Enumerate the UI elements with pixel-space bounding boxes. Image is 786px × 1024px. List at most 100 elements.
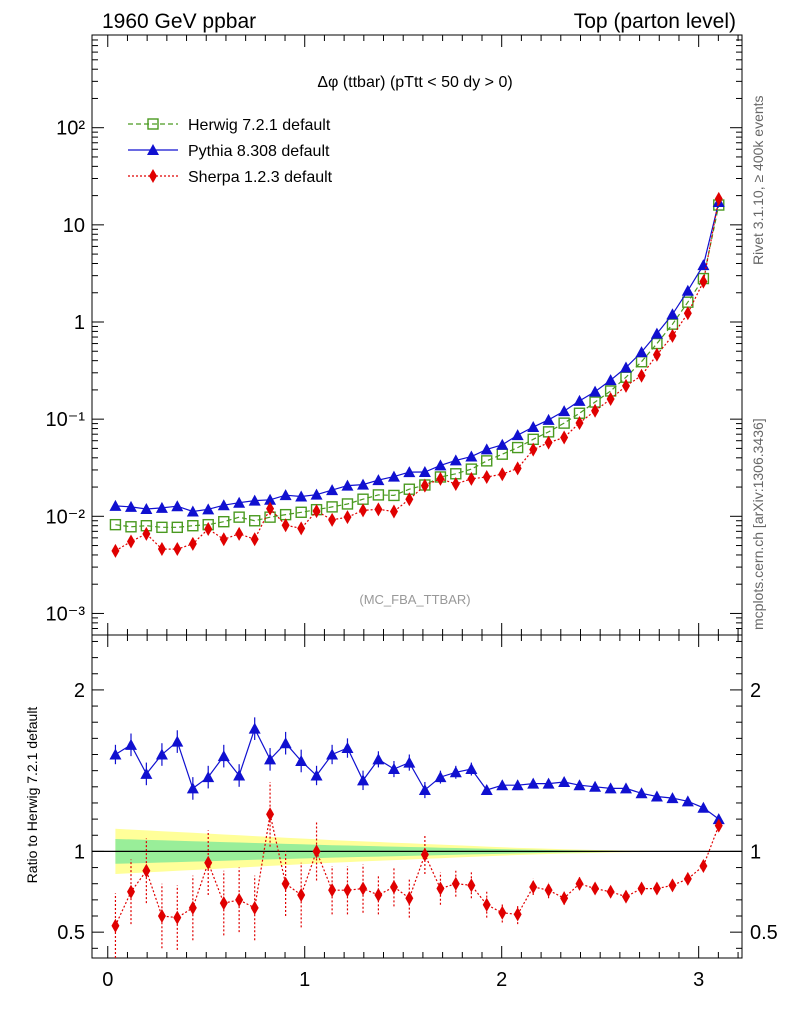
- ratio-data-point: [173, 910, 182, 925]
- data-point: [650, 327, 663, 339]
- ratio-data-point: [266, 807, 275, 822]
- data-point: [341, 479, 354, 491]
- ratio-data-point: [465, 763, 478, 775]
- y-tick-label: 1: [74, 312, 85, 334]
- ratio-data-point: [498, 905, 507, 920]
- ratio-y-tick-label: 1: [74, 841, 85, 863]
- data-point: [111, 543, 120, 558]
- data-point: [219, 532, 228, 547]
- ratio-data-point: [405, 891, 414, 906]
- mcplots-label: mcplots.cern.ch [arXiv:1306.3436]: [750, 418, 766, 630]
- data-point: [109, 518, 122, 531]
- ratio-data-point: [418, 784, 431, 796]
- legend-marker: [149, 169, 157, 183]
- data-point: [266, 501, 275, 516]
- ratio-data-point: [235, 892, 244, 907]
- ratio-data-point: [127, 884, 135, 899]
- ratio-data-point: [697, 801, 710, 813]
- ratio-data-point: [451, 876, 460, 891]
- header-left: 1960 GeV ppbar: [102, 10, 256, 33]
- data-point: [186, 505, 199, 517]
- ratio-data-point: [542, 777, 555, 789]
- ratio-data-point: [434, 771, 447, 783]
- ratio-plot-frame: [91, 634, 743, 959]
- ratio-data-point: [389, 879, 398, 894]
- data-point: [451, 477, 460, 492]
- ratio-data-point: [140, 767, 153, 779]
- legend-label: Herwig 7.2.1 default: [188, 117, 331, 134]
- ratio-data-point: [341, 742, 354, 754]
- data-point: [109, 499, 122, 511]
- data-point: [297, 521, 306, 536]
- ratio-data-point: [635, 787, 648, 799]
- data-point: [140, 502, 153, 514]
- data-point: [481, 455, 493, 467]
- data-point: [591, 403, 600, 418]
- ratio-data-point: [248, 722, 261, 734]
- data-point: [420, 478, 429, 493]
- ratio-axis-ticks: 0.5 0.5 1 1 2 2 0 1 2 3: [57, 635, 778, 991]
- ratio-data-point: [683, 871, 692, 886]
- data-point: [496, 448, 508, 460]
- header-right: Top (parton level): [574, 10, 736, 33]
- x-tick-label: 1: [299, 969, 310, 991]
- data-point: [529, 442, 538, 457]
- data-point: [575, 415, 584, 430]
- data-point: [482, 469, 491, 484]
- data-point: [527, 421, 540, 433]
- ratio-data-point: [652, 881, 661, 896]
- ratio-data-point: [157, 909, 166, 924]
- data-point: [511, 441, 524, 454]
- data-point: [173, 542, 182, 557]
- data-point: [681, 284, 694, 296]
- data-point: [310, 488, 323, 500]
- data-point: [513, 461, 522, 476]
- data-point: [295, 506, 307, 518]
- ratio-series-line: [114, 814, 720, 926]
- data-point: [558, 417, 570, 429]
- data-point: [388, 489, 400, 502]
- x-tick-label: 3: [693, 969, 704, 991]
- data-point: [480, 443, 493, 455]
- ratio-data-point: [297, 888, 306, 903]
- ratio-data-point: [637, 881, 646, 896]
- ratio-data-point: [527, 777, 540, 789]
- data-point: [619, 361, 632, 373]
- data-point: [699, 274, 708, 289]
- ratio-y-tick-label-right: 2: [750, 680, 761, 702]
- ratio-y-tick-label-right: 1: [750, 841, 761, 863]
- ratio-data-point: [668, 878, 677, 893]
- data-point: [498, 467, 507, 482]
- data-point: [560, 430, 569, 445]
- ratio-data-point: [387, 763, 400, 775]
- ratio-data-point: [250, 900, 259, 915]
- ratio-data-point: [219, 896, 228, 911]
- ratio-data-point: [171, 735, 184, 747]
- ratio-panel: 0.5 0.5 1 1 2 2 0 1 2 3 Ratio to Herwig 7.2.1 def…: [24, 634, 778, 991]
- data-point: [389, 504, 398, 519]
- ratio-data-point: [109, 748, 122, 760]
- x-tick-label: 2: [496, 969, 507, 991]
- data-point: [204, 522, 213, 537]
- ratio-data-point: [111, 918, 120, 933]
- ratio-data-point: [343, 883, 352, 898]
- ratio-data-point: [312, 844, 321, 859]
- data-point: [606, 392, 615, 407]
- ratio-ylabel: Ratio to Herwig 7.2.1 default: [24, 707, 40, 884]
- y-tick-label: 10⁻²: [46, 506, 86, 528]
- ratio-data-point: [374, 888, 383, 903]
- data-point: [343, 510, 352, 525]
- data-point: [418, 465, 431, 477]
- data-point: [467, 471, 476, 486]
- data-point: [511, 429, 524, 441]
- data-point: [341, 498, 354, 510]
- ratio-y-tick-label: 2: [74, 680, 85, 702]
- ratio-data-point: [204, 855, 213, 870]
- series-line: [115, 204, 720, 528]
- ratio-data-point: [480, 784, 493, 796]
- ratio-data-point: [619, 782, 632, 794]
- ratio-data-point: [357, 774, 370, 786]
- ratio-data-point: [604, 782, 617, 794]
- ratio-data-point: [513, 907, 522, 922]
- ratio-data-point: [589, 780, 602, 792]
